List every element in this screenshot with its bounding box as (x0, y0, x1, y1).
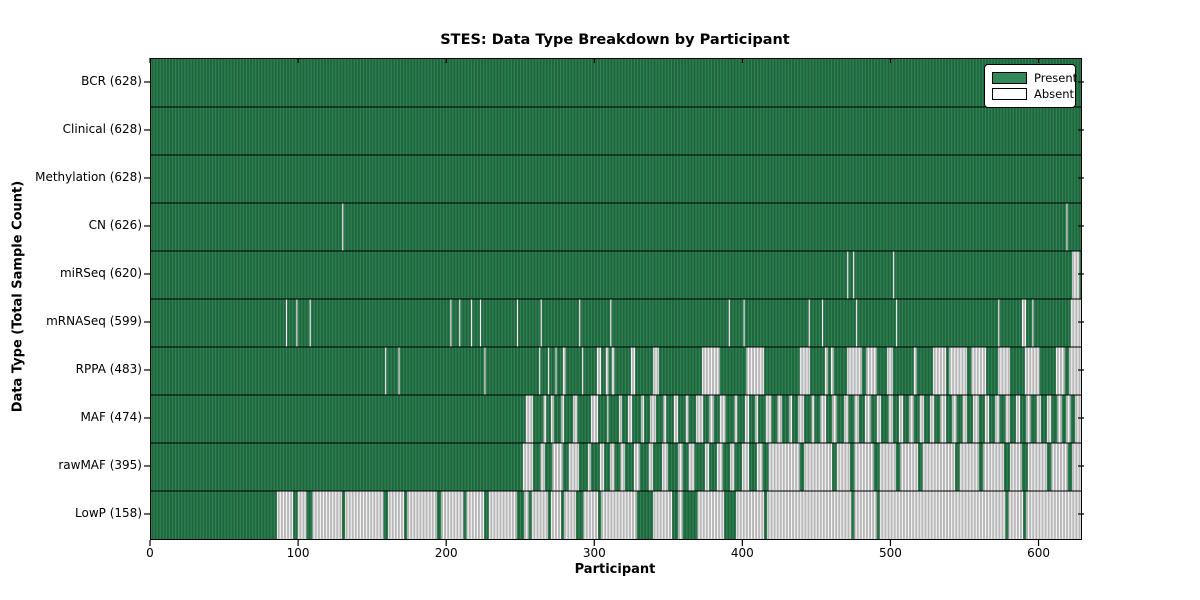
y-tick-label-RPPA: RPPA (483) (75, 362, 142, 376)
absent-swatch-icon (992, 88, 1027, 100)
y-tick-label-mRNASeq: mRNASeq (599) (46, 314, 142, 328)
y-tick-label-rawMAF: rawMAF (395) (58, 458, 142, 472)
x-axis-title: Participant (574, 562, 656, 577)
y-tick-label-miRSeq: miRSeq (620) (59, 266, 142, 280)
y-tick-label-Methylation: Methylation (628) (35, 170, 142, 184)
legend-label-present: Present (1034, 71, 1078, 85)
chart-title: STES: Data Type Breakdown by Participant (440, 32, 790, 48)
present-swatch-icon (992, 72, 1027, 84)
x-tick-label-500: 500 (878, 546, 902, 560)
legend-label-absent: Absent (1034, 87, 1075, 101)
y-tick-label-BCR: BCR (628) (81, 74, 142, 88)
x-tick-label-300: 300 (582, 546, 606, 560)
x-tick-label-100: 100 (286, 546, 310, 560)
legend-item-present: Present (992, 70, 1077, 86)
x-tick-label-400: 400 (730, 546, 754, 560)
y-tick-label-MAF: MAF (474) (80, 410, 142, 424)
plot-area (150, 58, 1082, 540)
presence-matrix (151, 59, 1081, 539)
x-tick-label-600: 600 (1027, 546, 1050, 560)
legend-item-absent: Absent (992, 86, 1074, 102)
y-tick-label-Clinical: Clinical (628) (62, 122, 142, 136)
x-tick-label-200: 200 (434, 546, 458, 560)
y-tick-label-CN: CN (626) (88, 218, 142, 232)
legend: Present Absent (984, 64, 1077, 108)
y-axis-title: Data Type (Total Sample Count) (10, 180, 26, 413)
y-tick-label-LowP: LowP (158) (75, 506, 142, 520)
x-tick-label-0: 0 (146, 546, 154, 560)
